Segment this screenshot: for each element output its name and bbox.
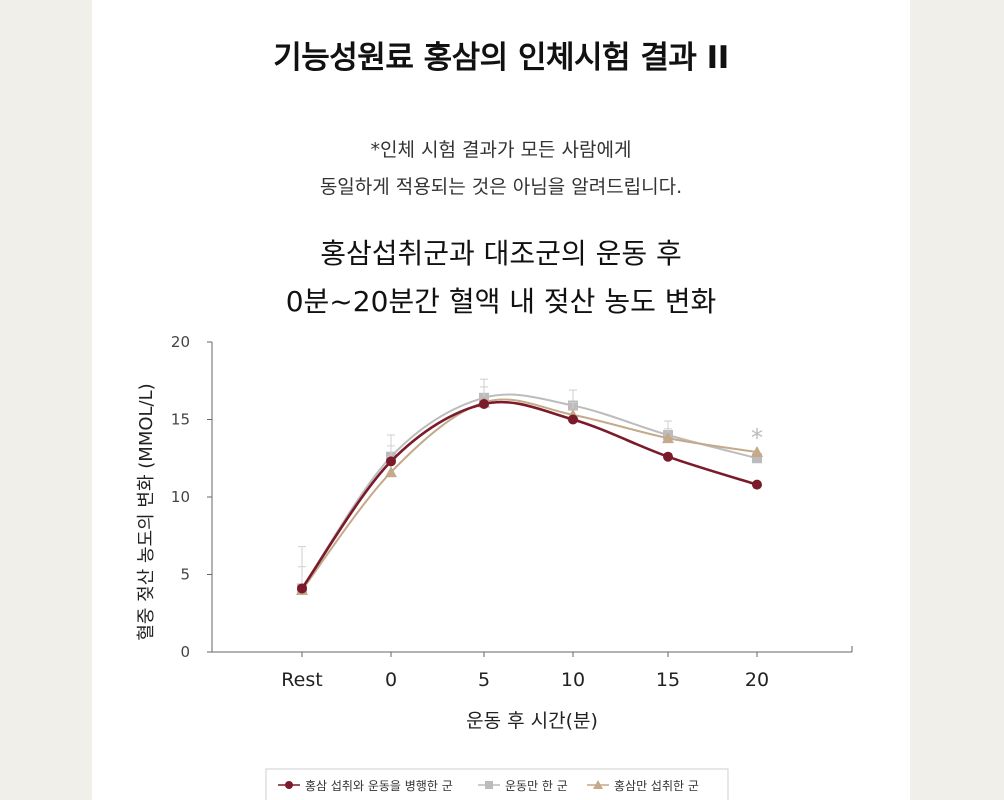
- disclaimer-line-2: 동일하게 적용되는 것은 아님을 알려드립니다.: [319, 176, 683, 198]
- series-1-line: [301, 393, 758, 590]
- series-1-point: [752, 453, 762, 464]
- legend-swatch-marker: [485, 781, 493, 789]
- content-panel: 기능성원료 홍삼의 인체시험 결과 II *인체 시험 결과가 모든 사람에게 …: [92, 0, 910, 800]
- series-2-point: [385, 466, 397, 478]
- page-title: 기능성원료 홍삼의 인체시험 결과 II: [273, 40, 729, 76]
- x-tick-label: 10: [561, 669, 585, 691]
- series-0-point: [568, 414, 578, 425]
- series-0-point: [386, 456, 396, 467]
- chart-title: 홍삼섭취군과 대조군의 운동 후 0분~20분간 혈액 내 젖산 농도 변화: [92, 230, 910, 326]
- y-tick-label: 15: [171, 411, 190, 429]
- legend-swatch-marker: [593, 780, 603, 789]
- series-0-point: [752, 479, 762, 490]
- disclaimer-line-1: *인체 시험 결과가 모든 사람에게: [370, 139, 632, 161]
- series-2-point: [751, 446, 763, 458]
- y-tick-label: 10: [171, 488, 190, 506]
- chart-title-line-2: 0분~20분간 혈액 내 젖산 농도 변화: [285, 285, 717, 318]
- legend-label: 홍삼만 섭취한 군: [614, 779, 699, 793]
- y-axis-title: 혈중 젖산 농도의 변화 (MMOL/L): [136, 383, 157, 640]
- x-tick-label: 20: [745, 669, 769, 691]
- x-axis-title: 운동 후 시간(분): [466, 710, 598, 732]
- series-0-point: [297, 583, 307, 594]
- series-0-point: [663, 451, 673, 462]
- x-tick-label: 5: [478, 669, 490, 691]
- y-tick-label: 20: [171, 333, 190, 351]
- disclaimer-note: *인체 시험 결과가 모든 사람에게 동일하게 적용되는 것은 아님을 알려드립…: [92, 132, 910, 206]
- significance-asterisk: *: [751, 424, 763, 452]
- chart-title-line-1: 홍삼섭취군과 대조군의 운동 후: [320, 237, 682, 270]
- legend-label: 홍삼 섭취와 운동을 병행한 군: [305, 778, 453, 793]
- legend-label: 운동만 한 군: [505, 779, 568, 793]
- series-2-point: [662, 432, 674, 444]
- series-2-line: [301, 398, 758, 591]
- x-tick-label: 0: [385, 669, 397, 691]
- y-tick-label: 0: [180, 643, 190, 661]
- series-0-point: [479, 399, 489, 409]
- y-tick-label: 5: [180, 566, 190, 584]
- x-tick-label: 15: [656, 669, 680, 691]
- legend-swatch-marker: [285, 781, 293, 789]
- x-tick-label: Rest: [281, 669, 322, 691]
